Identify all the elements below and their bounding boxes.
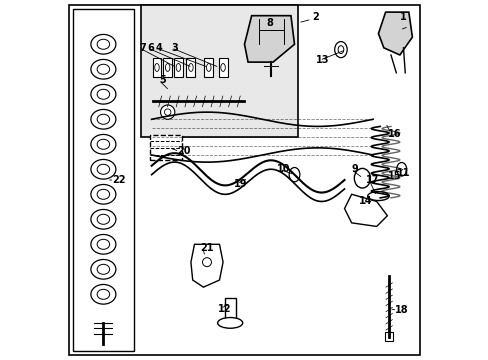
Ellipse shape (188, 64, 193, 71)
Text: 13: 13 (316, 55, 329, 65)
Ellipse shape (91, 284, 116, 304)
Ellipse shape (97, 264, 109, 274)
Ellipse shape (176, 64, 180, 71)
Polygon shape (378, 12, 411, 55)
Text: 10: 10 (277, 164, 290, 174)
Text: 6: 6 (147, 43, 154, 53)
Ellipse shape (221, 64, 225, 71)
Ellipse shape (91, 184, 116, 204)
Ellipse shape (354, 168, 370, 188)
Text: 1: 1 (399, 13, 406, 22)
Ellipse shape (288, 167, 299, 182)
Bar (384, 332, 393, 341)
Text: 21: 21 (200, 243, 213, 253)
Ellipse shape (337, 46, 343, 54)
Ellipse shape (97, 164, 109, 174)
Bar (163, 58, 172, 77)
Text: 14: 14 (359, 197, 372, 206)
Text: 8: 8 (265, 18, 272, 28)
Ellipse shape (91, 159, 116, 179)
Text: 9: 9 (351, 164, 358, 174)
Polygon shape (190, 244, 223, 287)
Text: 5: 5 (159, 75, 165, 85)
Ellipse shape (334, 41, 346, 58)
Ellipse shape (91, 35, 116, 54)
Text: 18: 18 (394, 305, 407, 315)
Ellipse shape (97, 39, 109, 49)
Bar (73, 9, 134, 351)
Text: 20: 20 (177, 147, 190, 157)
Text: 12: 12 (218, 303, 231, 314)
Ellipse shape (91, 210, 116, 229)
Text: 22: 22 (112, 175, 125, 185)
Ellipse shape (164, 109, 171, 115)
Text: 2: 2 (312, 13, 319, 22)
Ellipse shape (91, 59, 116, 79)
Ellipse shape (160, 105, 175, 119)
Ellipse shape (202, 258, 211, 267)
Polygon shape (244, 16, 294, 62)
Text: 15: 15 (387, 171, 401, 181)
Ellipse shape (206, 64, 211, 71)
Text: 19: 19 (234, 179, 247, 189)
Bar (141, 5, 298, 137)
Ellipse shape (91, 260, 116, 279)
Bar (174, 58, 183, 77)
Ellipse shape (396, 162, 406, 176)
Polygon shape (344, 194, 386, 226)
Ellipse shape (97, 139, 109, 149)
Ellipse shape (97, 114, 109, 124)
Text: 7: 7 (139, 43, 146, 53)
Ellipse shape (97, 64, 109, 74)
Ellipse shape (91, 109, 116, 129)
Ellipse shape (367, 192, 388, 201)
Ellipse shape (97, 289, 109, 299)
Ellipse shape (165, 64, 170, 71)
Ellipse shape (97, 214, 109, 224)
Ellipse shape (97, 89, 109, 99)
Text: 16: 16 (387, 129, 401, 139)
Ellipse shape (97, 239, 109, 249)
Ellipse shape (154, 64, 159, 71)
Ellipse shape (91, 234, 116, 254)
Bar (186, 58, 195, 77)
Bar (224, 298, 235, 323)
Bar (218, 58, 227, 77)
Ellipse shape (97, 189, 109, 199)
Ellipse shape (91, 85, 116, 104)
Ellipse shape (91, 134, 116, 154)
Ellipse shape (217, 318, 242, 328)
Bar (204, 58, 213, 77)
Text: 3: 3 (171, 43, 178, 53)
Text: 4: 4 (156, 43, 163, 53)
Text: 11: 11 (396, 168, 409, 178)
Bar (149, 135, 182, 160)
Bar (152, 58, 161, 77)
Text: 17: 17 (366, 175, 379, 185)
